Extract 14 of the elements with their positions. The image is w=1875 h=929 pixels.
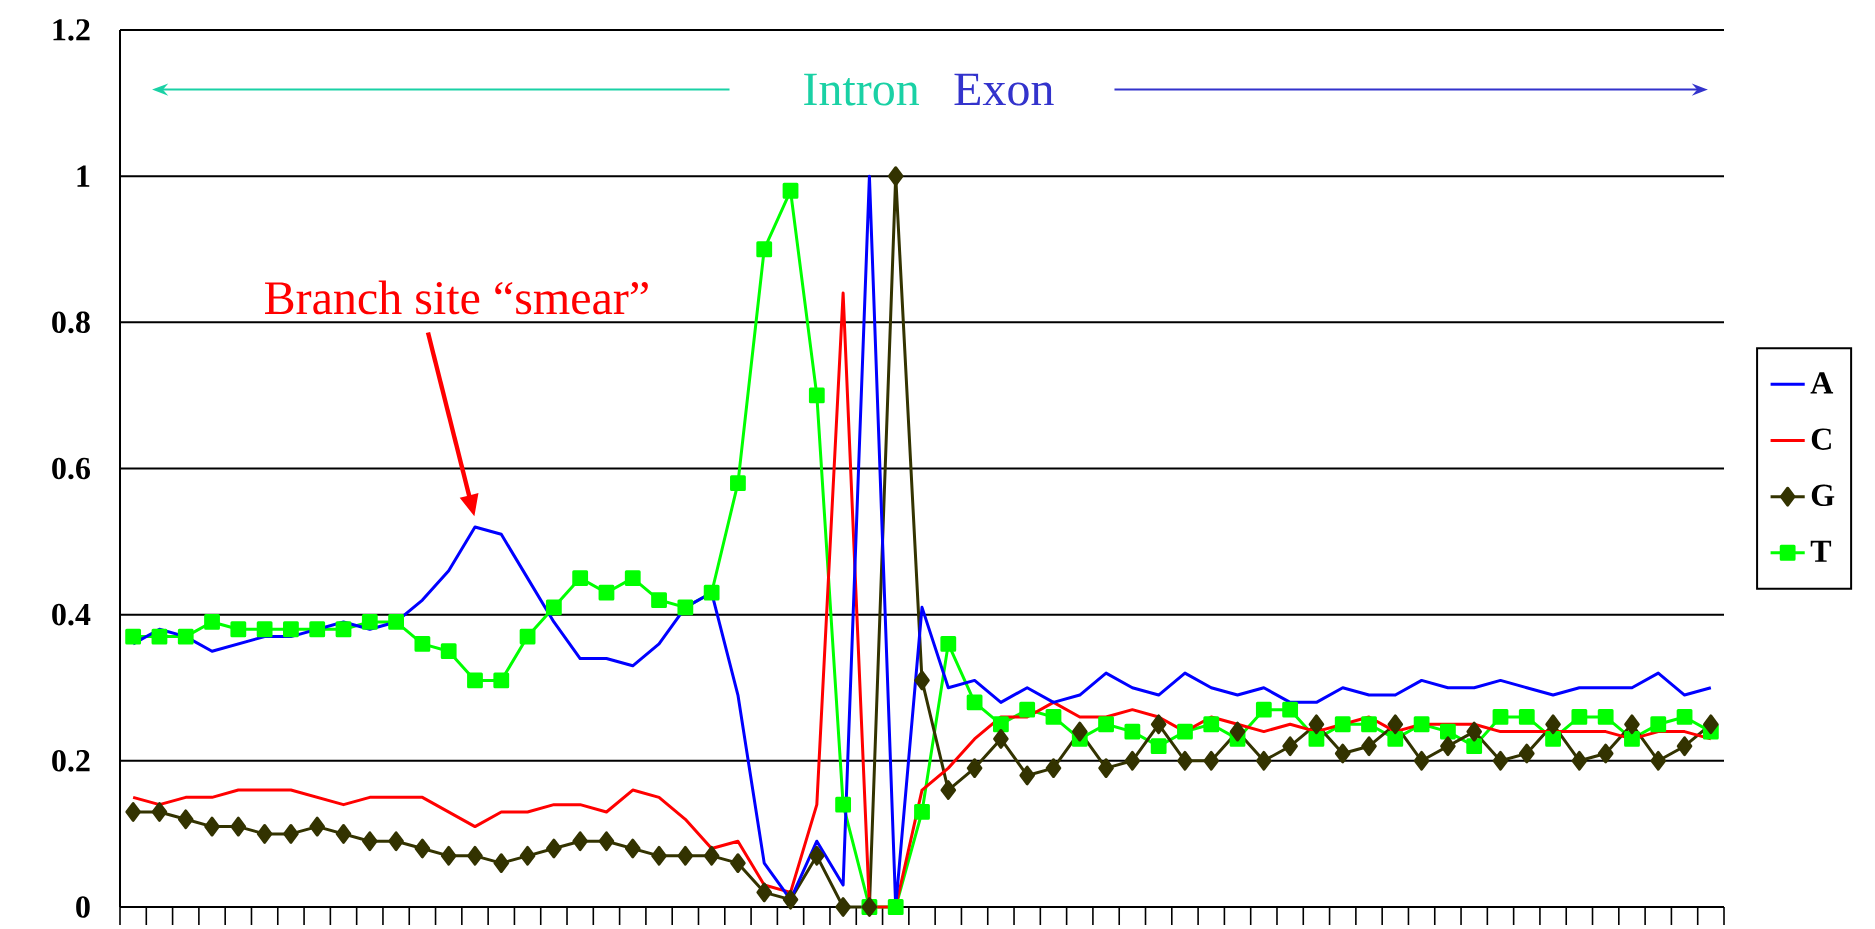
annotation: Branch site “smear” xyxy=(264,280,648,315)
legend-label: T xyxy=(1810,540,1832,562)
legend-label: G xyxy=(1811,484,1835,507)
annotation: Exon xyxy=(954,73,1054,106)
y-tick-label: 0 xyxy=(76,896,90,918)
y-tick-label: 0.2 xyxy=(52,749,90,772)
y-tick-label: 0.8 xyxy=(52,311,90,334)
y-tick-label: 1.2 xyxy=(53,19,90,41)
legend-label: C xyxy=(1811,428,1831,450)
annotation: Intron xyxy=(804,73,920,106)
y-tick-label: 0.6 xyxy=(52,457,90,480)
legend-label: A xyxy=(1810,372,1834,394)
y-tick-label: 0.4 xyxy=(52,603,91,626)
y-tick-label: 1 xyxy=(77,165,90,187)
